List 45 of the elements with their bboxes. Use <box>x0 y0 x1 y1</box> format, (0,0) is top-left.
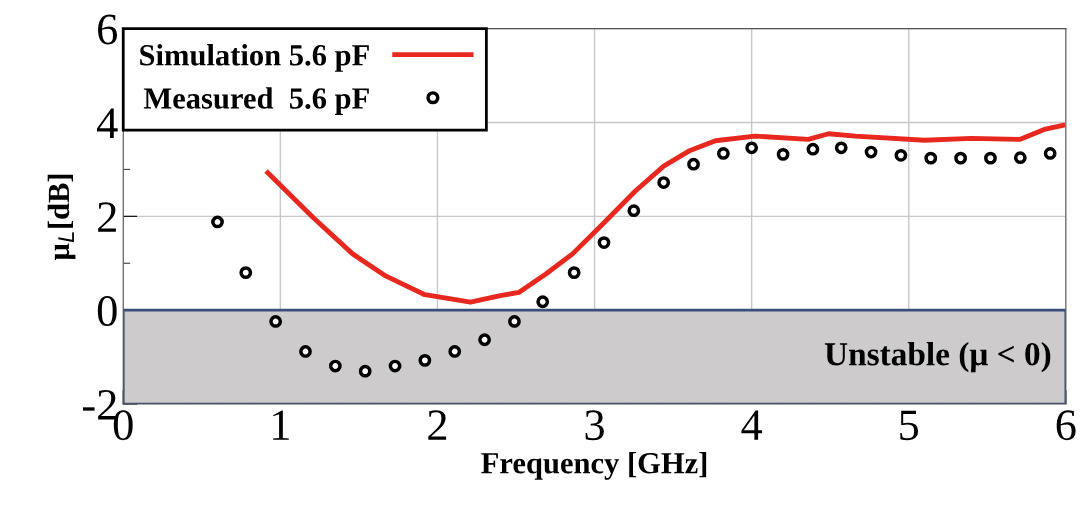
point <box>954 151 967 165</box>
x-tick-label: 6 <box>1056 410 1076 441</box>
y-tick-label: 0 <box>97 296 117 327</box>
y-tick-label: 6 <box>98 14 118 45</box>
point <box>864 145 878 159</box>
y-axis-title: μ$_{L}$[dB] <box>47 174 76 261</box>
point <box>894 148 908 162</box>
line-series <box>265 122 1066 305</box>
point <box>269 315 283 328</box>
point <box>806 142 820 156</box>
point <box>299 345 312 358</box>
point <box>1013 151 1027 165</box>
point <box>567 266 581 280</box>
x-tick-label: 2 <box>428 410 447 440</box>
point <box>597 236 611 249</box>
point <box>239 266 253 280</box>
point <box>448 345 462 358</box>
x-axis-title: Frequency [GHz] <box>481 451 707 480</box>
point <box>984 151 997 165</box>
point <box>388 359 402 373</box>
point <box>627 204 641 218</box>
x-tick-label: 5 <box>900 410 919 441</box>
point <box>716 147 730 160</box>
point <box>1043 147 1057 160</box>
point <box>536 295 550 309</box>
x-tick-label: 3 <box>585 410 604 441</box>
legend-label: Simulation 5.6 pF <box>140 44 369 72</box>
point <box>358 364 372 378</box>
x-tick-label: 4 <box>741 410 763 440</box>
y-tick-label: 2 <box>98 202 116 232</box>
point <box>834 141 848 155</box>
point <box>478 333 491 347</box>
x-tick-label: 1 <box>273 410 289 440</box>
point <box>687 157 700 171</box>
point <box>745 141 759 155</box>
band-label: Unstable (μ < 0) <box>824 342 1051 373</box>
point <box>924 151 938 165</box>
y-tick-label: 4 <box>97 108 118 138</box>
point <box>508 315 521 328</box>
point <box>657 176 671 189</box>
point <box>776 147 790 161</box>
point <box>328 359 342 373</box>
point <box>211 215 224 229</box>
point <box>418 354 432 367</box>
legend-label: Measured 5.6 pF <box>143 87 369 115</box>
